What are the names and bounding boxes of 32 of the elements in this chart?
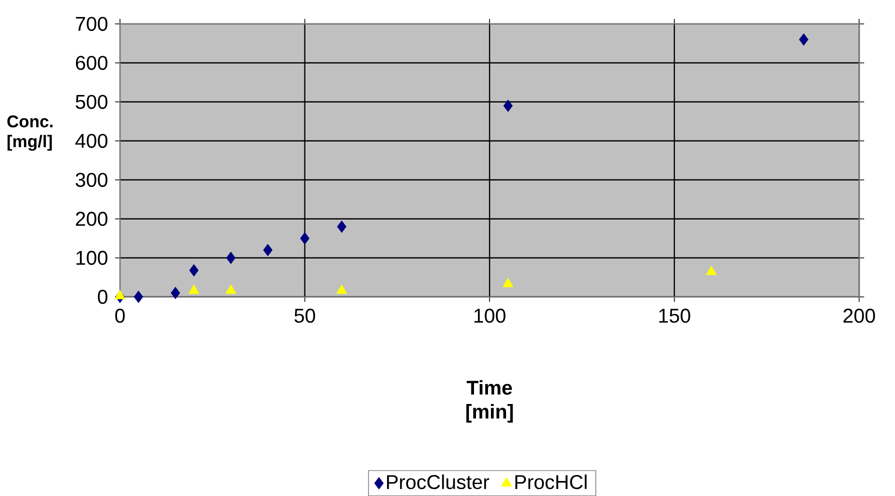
x-tick-label: 150: [659, 308, 690, 323]
point: [337, 220, 346, 233]
x-tick-label: 0: [115, 308, 125, 323]
point: [706, 266, 717, 276]
x-tick-label: 50: [294, 308, 316, 323]
y-tick-label: 500: [76, 94, 108, 109]
point: [300, 232, 310, 244]
y-tick-label: 0: [98, 290, 108, 304]
legend-label: ProcCluster: [387, 474, 490, 490]
point: [503, 100, 513, 112]
point: [263, 244, 273, 256]
point: [336, 284, 348, 294]
point: [114, 290, 126, 300]
point: [170, 286, 180, 300]
x-tick-label: 200: [844, 308, 875, 323]
point: [189, 264, 199, 276]
point: [799, 33, 808, 46]
y-tick-label: 100: [76, 250, 108, 265]
y-tick-label: 700: [76, 16, 108, 31]
y-tick-label: 600: [76, 56, 108, 70]
x-axis-title: Time [min]: [466, 380, 513, 423]
legend-label: ProcHCl: [515, 474, 587, 490]
point: [226, 252, 236, 264]
y-axis-title: Conc. [mg/l]: [7, 115, 53, 151]
point: [502, 278, 514, 288]
x-tick-label: 100: [474, 308, 506, 323]
point: [134, 290, 144, 303]
y-tick-label: 300: [76, 172, 108, 187]
point: [188, 284, 200, 294]
y-tick-label: 200: [76, 212, 108, 226]
y-tick-label: 400: [75, 134, 108, 148]
point: [225, 284, 236, 294]
